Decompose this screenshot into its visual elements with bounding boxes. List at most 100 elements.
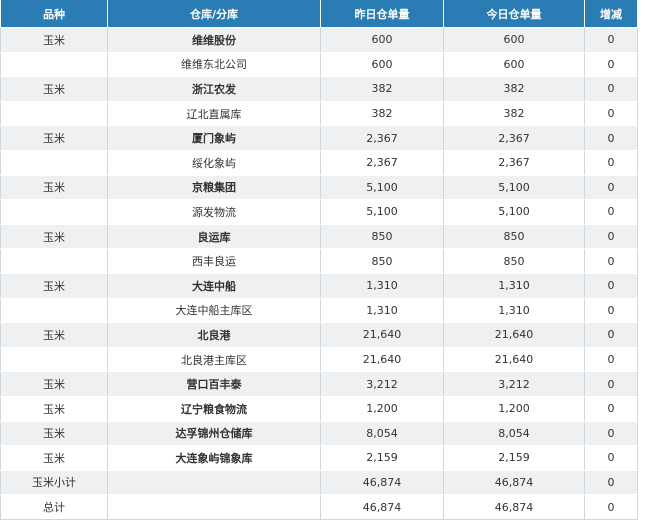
cell-yesterday: 850 [320,224,444,250]
cell-change: 0 [584,150,638,176]
table-row: 玉米 维维股份 600 600 0 [0,27,638,53]
cell-change: 0 [584,175,638,201]
cell-warehouse: 京粮集团 [107,175,321,201]
cell-change: 0 [584,52,638,78]
cell-variety: 玉米 [0,224,108,250]
cell-warehouse: 达孚锦州仓储库 [107,421,321,447]
cell-yesterday: 46,874 [320,470,444,496]
cell-today: 46,874 [443,470,585,496]
cell-warehouse: 西丰良运 [107,248,321,274]
cell-variety: 玉米 [0,445,108,471]
header-today-receipts: 今日仓单量 [443,0,585,28]
cell-today: 1,310 [443,298,585,324]
cell-variety [0,199,108,225]
cell-change: 0 [584,76,638,102]
table-row: 总计 46,874 46,874 0 [0,494,638,520]
table-row: 玉米 辽宁粮食物流 1,200 1,200 0 [0,396,638,422]
cell-today: 382 [443,76,585,102]
cell-change: 0 [584,396,638,422]
cell-warehouse: 辽宁粮食物流 [107,396,321,422]
cell-today: 5,100 [443,175,585,201]
cell-warehouse: 大连中船 [107,273,321,299]
cell-today: 46,874 [443,494,585,520]
cell-warehouse: 绥化象屿 [107,150,321,176]
cell-change: 0 [584,27,638,53]
cell-change: 0 [584,494,638,520]
cell-today: 1,200 [443,396,585,422]
cell-variety: 总计 [0,494,108,520]
warehouse-receipt-table: 品种 仓库/分库 昨日仓单量 今日仓单量 增减 玉米 维维股份 600 600 0 维维东… [0,0,638,520]
cell-yesterday: 46,874 [320,494,444,520]
cell-yesterday: 382 [320,101,444,127]
header-yesterday-receipts: 昨日仓单量 [320,0,444,28]
cell-variety [0,248,108,274]
cell-today: 8,054 [443,421,585,447]
cell-variety: 玉米 [0,125,108,151]
cell-warehouse: 北良港 [107,322,321,348]
cell-variety: 玉米 [0,396,108,422]
cell-yesterday: 2,367 [320,125,444,151]
table-row: 辽北直属库 382 382 0 [0,101,638,127]
table-row: 玉米 京粮集团 5,100 5,100 0 [0,175,638,201]
table-row: 玉米小计 46,874 46,874 0 [0,470,638,496]
cell-change: 0 [584,199,638,225]
cell-warehouse: 浙江农发 [107,76,321,102]
table-row: 绥化象屿 2,367 2,367 0 [0,150,638,176]
cell-today: 21,640 [443,322,585,348]
table-row: 玉米 营口百丰泰 3,212 3,212 0 [0,371,638,397]
cell-warehouse: 大连象屿锦象库 [107,445,321,471]
cell-today: 600 [443,27,585,53]
cell-change: 0 [584,248,638,274]
table-row: 玉米 厦门象屿 2,367 2,367 0 [0,125,638,151]
table-row: 玉米 大连象屿锦象库 2,159 2,159 0 [0,445,638,471]
table-body: 玉米 维维股份 600 600 0 维维东北公司 600 600 0 玉米 浙江农发 382 382 0 辽… [0,27,638,520]
cell-warehouse: 良运库 [107,224,321,250]
cell-change: 0 [584,371,638,397]
header-warehouse: 仓库/分库 [107,0,321,28]
cell-today: 382 [443,101,585,127]
header-row: 品种 仓库/分库 昨日仓单量 今日仓单量 增减 [0,0,638,28]
cell-yesterday: 382 [320,76,444,102]
cell-warehouse: 辽北直属库 [107,101,321,127]
cell-yesterday: 1,200 [320,396,444,422]
cell-warehouse: 北良港主库区 [107,347,321,373]
cell-warehouse: 源发物流 [107,199,321,225]
cell-change: 0 [584,322,638,348]
cell-today: 1,310 [443,273,585,299]
cell-change: 0 [584,101,638,127]
cell-variety [0,101,108,127]
cell-warehouse: 营口百丰泰 [107,371,321,397]
cell-variety: 玉米 [0,421,108,447]
cell-yesterday: 8,054 [320,421,444,447]
cell-warehouse: 厦门象屿 [107,125,321,151]
cell-warehouse: 维维股份 [107,27,321,53]
cell-yesterday: 1,310 [320,298,444,324]
cell-yesterday: 21,640 [320,347,444,373]
cell-yesterday: 600 [320,27,444,53]
cell-change: 0 [584,445,638,471]
cell-warehouse [107,494,321,520]
cell-variety [0,52,108,78]
table-row: 源发物流 5,100 5,100 0 [0,199,638,225]
cell-yesterday: 1,310 [320,273,444,299]
cell-today: 21,640 [443,347,585,373]
cell-variety: 玉米 [0,175,108,201]
cell-variety [0,298,108,324]
cell-warehouse: 维维东北公司 [107,52,321,78]
cell-today: 600 [443,52,585,78]
table-header: 品种 仓库/分库 昨日仓单量 今日仓单量 增减 [0,0,638,28]
cell-yesterday: 21,640 [320,322,444,348]
cell-variety [0,150,108,176]
cell-today: 2,159 [443,445,585,471]
cell-variety: 玉米 [0,273,108,299]
cell-yesterday: 600 [320,52,444,78]
table-row: 玉米 北良港 21,640 21,640 0 [0,322,638,348]
table-row: 玉米 大连中船 1,310 1,310 0 [0,273,638,299]
cell-today: 5,100 [443,199,585,225]
cell-change: 0 [584,125,638,151]
table-row: 西丰良运 850 850 0 [0,248,638,274]
cell-today: 850 [443,248,585,274]
cell-today: 2,367 [443,150,585,176]
cell-change: 0 [584,470,638,496]
cell-variety: 玉米 [0,371,108,397]
